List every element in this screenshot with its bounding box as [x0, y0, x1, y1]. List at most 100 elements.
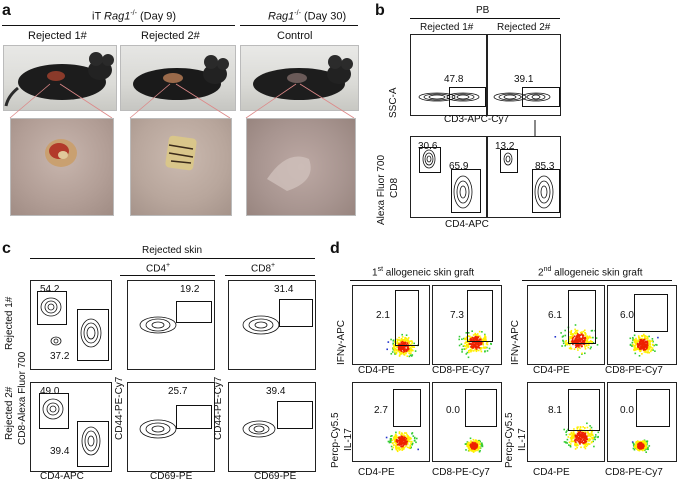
event-dot	[634, 342, 637, 344]
event-dot	[637, 343, 639, 346]
event-dot	[574, 443, 576, 446]
event-dot	[588, 443, 591, 445]
event-dot	[570, 437, 573, 440]
panel-b-header: PB	[476, 5, 490, 16]
event-dot	[637, 449, 639, 451]
event-dot	[634, 348, 636, 350]
event-dot	[648, 335, 650, 338]
event-dot	[576, 435, 579, 438]
event-dot	[394, 439, 396, 442]
event-dot	[590, 433, 592, 436]
event-dot	[477, 344, 480, 346]
event-dot	[590, 336, 592, 339]
event-dot	[652, 340, 654, 343]
skin-control-image	[267, 156, 311, 191]
event-dot	[572, 433, 574, 436]
group1-suffix: (Day 9)	[136, 10, 177, 23]
event-dot	[655, 343, 657, 346]
panel-b-label: b	[375, 2, 385, 19]
event-dot	[565, 343, 567, 345]
gate-b-r1-cd4	[451, 169, 481, 213]
event-dot	[589, 341, 591, 343]
event-dot	[397, 350, 399, 352]
event-dot	[399, 353, 402, 355]
event-dot	[590, 426, 593, 429]
event-dot	[582, 430, 584, 432]
value-d-1-il17-cd8: 0.0	[446, 405, 460, 416]
event-dot	[646, 351, 649, 354]
event-dot	[465, 336, 468, 338]
event-dot	[411, 443, 413, 445]
group2-suffix: (Day 30)	[300, 10, 347, 23]
event-dot	[591, 437, 594, 440]
event-dot	[585, 435, 587, 438]
event-dot	[472, 350, 475, 352]
event-dot	[580, 446, 582, 449]
event-dot	[397, 349, 399, 351]
event-dot	[473, 345, 476, 347]
event-dot	[594, 438, 596, 441]
event-dot	[464, 348, 467, 350]
title1-rest: allogeneic skin graft	[383, 267, 475, 279]
event-dot	[589, 425, 591, 427]
event-dot	[470, 440, 472, 442]
event-dot	[585, 436, 588, 438]
event-dot	[401, 351, 403, 354]
event-dot	[401, 436, 403, 439]
event-dot	[472, 334, 475, 336]
event-dot	[403, 448, 405, 450]
event-dot	[409, 445, 411, 448]
event-dot	[398, 449, 401, 451]
skin-rejected-2-image	[165, 135, 197, 171]
event-dot	[395, 445, 398, 448]
event-dot	[646, 335, 648, 338]
event-dot	[400, 433, 402, 436]
event-dot	[631, 341, 634, 344]
event-dot	[645, 344, 648, 347]
event-dot	[593, 436, 596, 439]
event-dot	[404, 348, 406, 350]
event-dot	[568, 433, 571, 436]
event-dot	[569, 331, 571, 333]
event-dot	[407, 337, 410, 339]
event-dot	[472, 450, 474, 452]
value-d-2-ifn-cd4: 6.1	[548, 310, 562, 321]
event-dot	[484, 346, 487, 348]
panel-c-ylabel-cd8: CD8-Alexa Fluor 700	[17, 351, 28, 445]
event-dot	[578, 356, 581, 358]
event-dot	[401, 333, 403, 336]
event-dot	[567, 436, 570, 438]
event-dot	[576, 427, 579, 429]
event-dot	[641, 340, 644, 343]
event-dot	[581, 352, 583, 355]
event-dot	[478, 450, 481, 453]
event-dot	[577, 437, 580, 439]
event-dot	[633, 338, 636, 341]
event-dot	[471, 447, 473, 450]
event-dot	[488, 347, 491, 350]
event-dot	[570, 333, 572, 335]
event-dot	[476, 341, 478, 344]
event-dot	[576, 437, 578, 439]
event-dot	[589, 435, 592, 438]
event-dot	[570, 348, 573, 350]
event-dot	[401, 440, 403, 443]
panel-d-title-1-rule	[350, 280, 500, 281]
event-dot	[478, 440, 480, 443]
event-dot	[401, 338, 403, 341]
event-dot	[577, 333, 579, 335]
event-dot	[645, 350, 647, 352]
event-dot	[647, 337, 649, 339]
event-dot	[406, 355, 409, 357]
event-dot	[578, 432, 580, 435]
event-dot	[595, 337, 598, 339]
event-dot	[484, 336, 486, 339]
event-dot	[403, 344, 405, 346]
event-dot	[639, 341, 642, 343]
plot-c-r1-cd8-cd69	[228, 280, 316, 370]
event-dot	[395, 435, 397, 437]
heatmap-d-2-ifn-cd8	[629, 333, 659, 357]
event-dot	[478, 346, 480, 349]
event-dot	[391, 351, 394, 353]
event-dot	[633, 448, 636, 451]
